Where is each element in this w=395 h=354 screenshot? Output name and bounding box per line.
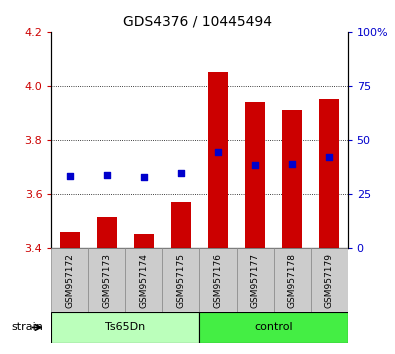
Text: GSM957173: GSM957173 — [102, 253, 111, 308]
Text: GSM957178: GSM957178 — [288, 253, 297, 308]
Text: GSM957176: GSM957176 — [213, 253, 222, 308]
Bar — [274, 248, 310, 312]
Text: GSM957174: GSM957174 — [139, 253, 149, 308]
Bar — [88, 248, 126, 312]
Text: GSM957177: GSM957177 — [250, 253, 260, 308]
Bar — [310, 248, 348, 312]
Bar — [237, 248, 274, 312]
Text: GSM957175: GSM957175 — [177, 253, 186, 308]
Text: strain: strain — [11, 322, 43, 332]
Bar — [171, 202, 191, 248]
Bar — [60, 232, 80, 248]
Bar — [208, 72, 228, 248]
Text: GSM957179: GSM957179 — [325, 253, 334, 308]
Bar — [51, 248, 88, 312]
Point — [326, 154, 332, 159]
Text: GDS4376 / 10445494: GDS4376 / 10445494 — [123, 14, 272, 28]
Bar — [199, 312, 348, 343]
Point — [289, 161, 295, 166]
Point — [67, 173, 73, 179]
Bar — [162, 248, 199, 312]
Point — [104, 173, 110, 178]
Bar — [245, 102, 265, 248]
Point — [178, 170, 184, 176]
Point — [252, 162, 258, 168]
Bar — [126, 248, 162, 312]
Text: GSM957172: GSM957172 — [65, 253, 74, 308]
Bar — [282, 110, 302, 248]
Point — [141, 174, 147, 179]
Text: control: control — [254, 322, 293, 332]
Bar — [134, 234, 154, 248]
Bar — [319, 99, 339, 248]
Text: Ts65Dn: Ts65Dn — [105, 322, 145, 332]
Bar — [51, 312, 199, 343]
Bar — [97, 217, 117, 248]
Point — [215, 149, 221, 155]
Bar — [199, 248, 237, 312]
